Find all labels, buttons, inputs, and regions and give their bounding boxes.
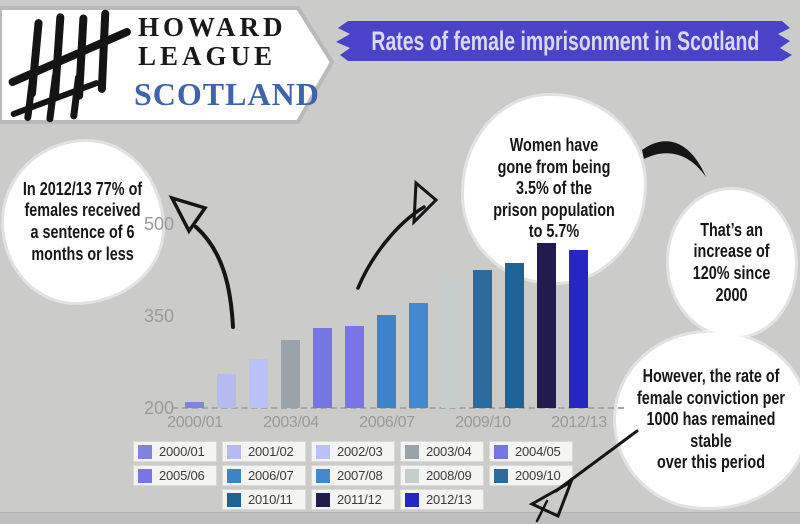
bar-2000-01 xyxy=(185,402,204,408)
legend-label: 2005/06 xyxy=(159,468,205,483)
legend-swatch-2010-11 xyxy=(227,492,241,507)
tally-marks-icon xyxy=(8,9,131,123)
bar-2010-11 xyxy=(505,263,524,408)
arrow-to-population-bubble xyxy=(356,179,439,290)
bar-2009-10 xyxy=(473,270,492,408)
swoosh-connector-icon xyxy=(642,141,706,177)
x-tick-2012-13: 2012/13 xyxy=(551,414,607,431)
legend-swatch-2000-01 xyxy=(138,444,152,459)
legend-swatch-2001-02 xyxy=(227,444,241,459)
legend-label: 2000/01 xyxy=(159,444,205,459)
legend-label: 2003/04 xyxy=(426,444,472,459)
bar-2005-06 xyxy=(345,326,364,408)
legend-item-2009-10: 2009/10 xyxy=(489,465,573,486)
legend-swatch-2011-12 xyxy=(316,492,330,507)
callout-conviction-bubble: However, the rate of female conviction p… xyxy=(616,333,800,507)
legend-label: 2004/05 xyxy=(515,444,561,459)
bar-2012-13 xyxy=(569,250,588,408)
logo-word-league: LEAGUE xyxy=(138,41,277,71)
legend-item-2011-12: 2011/12 xyxy=(311,489,395,510)
legend-swatch-2006-07 xyxy=(227,468,241,483)
logo-word-howard: HOWARD xyxy=(138,12,287,42)
bar-2001-02 xyxy=(217,374,236,408)
bar-2007-08 xyxy=(409,303,428,408)
legend-item-2008-09: 2008/09 xyxy=(400,465,484,486)
legend-item-2010-11: 2010/11 xyxy=(222,489,306,510)
legend-swatch-2003-04 xyxy=(405,444,419,459)
callout-increase-text: That’s an increase of 120% since 2000 xyxy=(693,219,771,305)
arrow-to-sentence-bubble xyxy=(168,195,235,329)
legend-item-2005-06: 2005/06 xyxy=(133,465,217,486)
legend-item-2000-01: 2000/01 xyxy=(133,441,217,462)
legend-swatch-2004-05 xyxy=(494,444,508,459)
y-tick-350: 350 xyxy=(143,306,174,326)
bar-2003-04 xyxy=(281,340,300,408)
legend-label: 2009/10 xyxy=(515,468,561,483)
legend-item-2006-07: 2006/07 xyxy=(222,465,306,486)
x-tick-2003-04: 2003/04 xyxy=(263,414,319,431)
legend-swatch-2008-09 xyxy=(405,468,419,483)
callout-sentence-bubble: In 2012/13 77% of females received a sen… xyxy=(4,142,162,302)
y-tick-200: 200 xyxy=(143,398,174,418)
bar-2002-03 xyxy=(249,359,268,408)
legend-item-2012-13: 2012/13 xyxy=(400,489,484,510)
bar-2006-07 xyxy=(377,315,396,408)
legend-item-2001-02: 2001/02 xyxy=(222,441,306,462)
legend-item-2003-04: 2003/04 xyxy=(400,441,484,462)
legend-swatch-2005-06 xyxy=(138,468,152,483)
legend-label: 2010/11 xyxy=(248,492,293,507)
callout-sentence-text: In 2012/13 77% of females received a sen… xyxy=(23,178,143,264)
legend-item-2004-05: 2004/05 xyxy=(489,441,573,462)
legend-label: 2001/02 xyxy=(248,444,294,459)
legend-swatch-2002-03 xyxy=(316,444,330,459)
legend-label: 2006/07 xyxy=(248,468,294,483)
legend-label: 2012/13 xyxy=(426,492,472,507)
legend-item-2002-03: 2002/03 xyxy=(311,441,395,462)
callout-increase-bubble: That’s an increase of 120% since 2000 xyxy=(669,190,795,336)
x-tick-2009-10: 2009/10 xyxy=(455,414,511,431)
logo-plate xyxy=(0,6,335,124)
callout-conviction-text: However, the rate of female conviction p… xyxy=(636,366,786,473)
y-tick-500: 500 xyxy=(143,214,174,234)
callout-population-text: Women have gone from being 3.5% of the p… xyxy=(493,135,615,242)
bar-2004-05 xyxy=(313,328,332,408)
page-edge-strip xyxy=(0,512,800,524)
x-tick-2000-01: 2000/01 xyxy=(167,414,223,431)
logo-word-scotland: SCOTLAND xyxy=(134,76,320,112)
legend-swatch-2007-08 xyxy=(316,468,330,483)
title-ribbon xyxy=(336,21,792,61)
legend-swatch-2012-13 xyxy=(405,492,419,507)
legend-label: 2007/08 xyxy=(337,468,383,483)
legend-label: 2011/12 xyxy=(337,492,382,507)
x-axis-baseline xyxy=(172,407,624,409)
bar-2008-09 xyxy=(441,278,460,408)
legend-swatch-2009-10 xyxy=(494,468,508,483)
legend-item-2007-08: 2007/08 xyxy=(311,465,395,486)
x-tick-2006-07: 2006/07 xyxy=(359,414,415,431)
legend-label: 2008/09 xyxy=(426,468,472,483)
title-ribbon-shape xyxy=(336,21,792,61)
page-title: Rates of female imprisonment in Scotland xyxy=(338,21,792,61)
page-title-text: Rates of female imprisonment in Scotland xyxy=(371,25,759,56)
legend-label: 2002/03 xyxy=(337,444,383,459)
bar-2011-12 xyxy=(537,243,556,408)
